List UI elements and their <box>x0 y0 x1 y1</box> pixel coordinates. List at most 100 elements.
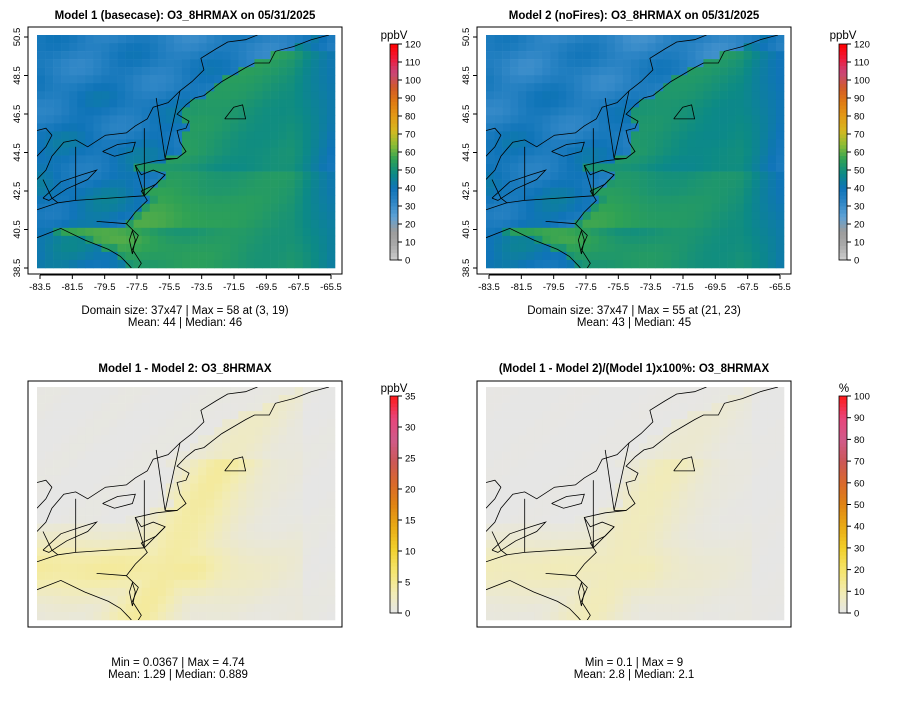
grid-cell <box>157 59 167 68</box>
grid-cell <box>101 451 110 460</box>
grid-cell <box>190 195 199 205</box>
grid-cell <box>133 427 142 436</box>
grid-cell <box>727 115 736 124</box>
grid-cell <box>246 131 255 140</box>
grid-cell <box>671 99 680 108</box>
grid-cell <box>238 203 247 213</box>
grid-cell <box>767 43 777 52</box>
grid-cell <box>69 51 78 60</box>
grid-cell <box>262 163 271 172</box>
grid-cell <box>542 203 551 213</box>
grid-cell <box>69 219 78 229</box>
grid-cell <box>254 43 263 52</box>
grid-cell <box>679 571 688 581</box>
grid-cell <box>53 147 62 156</box>
grid-cell <box>663 539 672 548</box>
grid-cell <box>630 99 640 108</box>
grid-cell <box>542 547 551 557</box>
grid-cell <box>566 579 575 589</box>
grid-cell <box>558 179 567 188</box>
colorbar-segment <box>390 580 398 585</box>
grid-cell <box>109 603 118 613</box>
grid-cell <box>214 147 223 156</box>
grid-cell <box>181 195 191 205</box>
grid-cell <box>727 219 736 229</box>
grid-cell <box>606 491 616 500</box>
grid-cell <box>238 491 247 500</box>
grid-cell <box>85 187 94 196</box>
grid-cell <box>294 195 304 205</box>
grid-cell <box>582 571 591 581</box>
grid-cell <box>622 499 632 508</box>
grid-cell <box>550 531 559 540</box>
grid-cell <box>679 155 688 164</box>
grid-cell <box>695 107 704 116</box>
grid-cell <box>494 147 503 156</box>
colorbar-segment <box>839 220 847 225</box>
grid-cell <box>270 179 279 188</box>
grid-cell <box>149 603 159 613</box>
grid-cell <box>703 147 712 156</box>
grid-cell <box>214 83 223 92</box>
grid-cell <box>37 523 46 532</box>
grid-cell <box>326 35 336 44</box>
y-tick-label: 50.5 <box>461 28 472 47</box>
grid-cell <box>679 163 688 172</box>
grid-cell <box>214 571 223 581</box>
grid-cell <box>743 523 753 532</box>
grid-cell <box>206 219 215 229</box>
grid-cell <box>278 91 287 100</box>
grid-cell <box>165 243 175 253</box>
grid-cell <box>759 155 769 164</box>
grid-cell <box>510 491 519 500</box>
colorbar-segment <box>839 256 847 261</box>
grid-cell <box>542 147 551 156</box>
grid-cell <box>61 259 70 269</box>
grid-cell <box>735 187 745 196</box>
grid-cell <box>703 499 712 508</box>
grid-cell <box>117 123 126 132</box>
grid-cell <box>582 451 591 460</box>
grid-cell <box>630 67 640 76</box>
grid-cell <box>502 131 511 140</box>
grid-cell <box>542 435 551 444</box>
grid-cell <box>719 35 728 44</box>
grid-cell <box>117 403 126 412</box>
grid-cell <box>502 523 511 532</box>
grid-cell <box>302 187 312 196</box>
grid-cell <box>125 483 134 492</box>
grid-cell <box>262 251 271 261</box>
grid-cell <box>254 243 263 253</box>
grid-cell <box>61 403 70 412</box>
grid-cell <box>671 467 680 476</box>
grid-cell <box>630 211 640 221</box>
grid-cell <box>550 123 559 132</box>
grid-cell <box>743 235 753 245</box>
grid-cell <box>542 491 551 500</box>
grid-cell <box>246 163 255 172</box>
grid-cell <box>302 59 312 68</box>
grid-cell <box>582 91 591 100</box>
grid-cell <box>206 211 215 221</box>
grid-cell <box>326 99 336 108</box>
grid-cell <box>574 507 583 516</box>
grid-cell <box>270 131 279 140</box>
grid-cell <box>141 179 151 188</box>
grid-cell <box>534 555 543 565</box>
state-border <box>593 526 615 549</box>
grid-cell <box>743 155 753 164</box>
grid-cell <box>173 547 183 557</box>
grid-cell <box>318 155 328 164</box>
grid-cell <box>655 203 664 213</box>
grid-cell <box>671 443 680 452</box>
grid-cell <box>614 195 624 205</box>
grid-cell <box>270 59 279 68</box>
grid-cell <box>711 219 720 229</box>
grid-cell <box>214 451 223 460</box>
grid-cell <box>198 43 207 52</box>
grid-cell <box>318 43 328 52</box>
grid-cell <box>510 499 519 508</box>
grid-cell <box>294 171 304 180</box>
colorbar-segment <box>839 547 847 552</box>
grid-cell <box>494 51 503 60</box>
